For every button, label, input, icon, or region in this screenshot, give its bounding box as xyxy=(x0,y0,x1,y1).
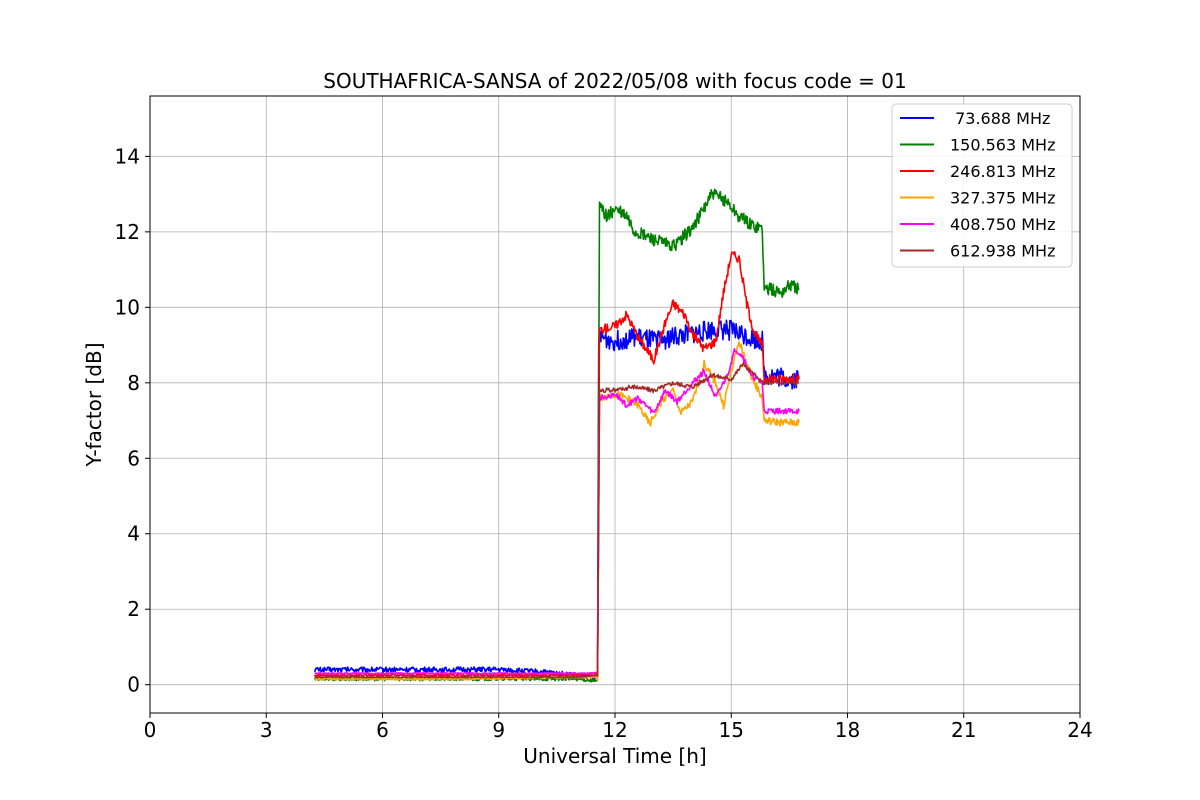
legend-label: 612.938 MHz xyxy=(950,242,1055,261)
legend-box xyxy=(891,103,1073,268)
legend-label: 73.688 MHz xyxy=(950,109,1050,128)
x-axis-label: Universal Time [h] xyxy=(523,744,706,768)
legend-label: 408.750 MHz xyxy=(950,215,1055,234)
y-tick-label: 2 xyxy=(127,597,140,621)
x-tick-label: 21 xyxy=(951,718,976,742)
y-tick-label: 8 xyxy=(127,371,140,395)
y-tick-label: 14 xyxy=(115,144,140,168)
plot-series xyxy=(313,188,800,683)
x-tick-label: 24 xyxy=(1067,718,1092,742)
x-tick-label: 12 xyxy=(602,718,627,742)
legend: 73.688 MHz 150.563 MHz 246.813 MHz 327.375 … xyxy=(891,103,1073,268)
legend-label: 246.813 MHz xyxy=(950,162,1055,181)
series-line xyxy=(313,251,800,678)
series-line xyxy=(314,347,800,676)
x-tick-label: 15 xyxy=(719,718,744,742)
series-line xyxy=(314,361,800,679)
chart-title: SOUTHAFRICA-SANSA of 2022/05/08 with foc… xyxy=(323,69,907,93)
legend-label: 327.375 MHz xyxy=(950,189,1055,208)
y-tick-label: 0 xyxy=(127,673,140,697)
y-tick-label: 10 xyxy=(115,295,140,319)
y-axis-label: Y-factor [dB] xyxy=(82,342,106,467)
x-tick-label: 9 xyxy=(492,718,505,742)
y-tick-label: 12 xyxy=(115,220,140,244)
x-tick-label: 3 xyxy=(260,718,273,742)
x-tick-label: 6 xyxy=(376,718,389,742)
y-tick-label: 6 xyxy=(127,446,140,470)
legend-label: 150.563 MHz xyxy=(950,136,1055,155)
y-tick-label: 4 xyxy=(127,522,140,546)
x-tick-label: 0 xyxy=(144,718,157,742)
x-tick-label: 18 xyxy=(835,718,860,742)
